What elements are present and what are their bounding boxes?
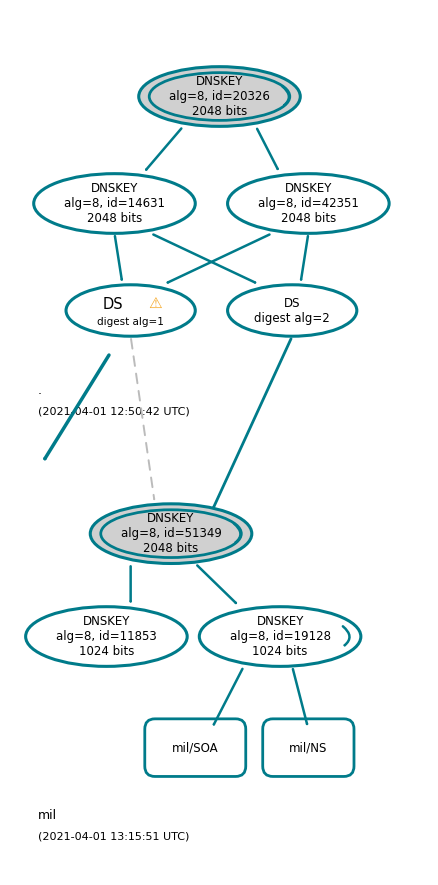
FancyArrowPatch shape [292,669,306,724]
FancyArrowPatch shape [197,566,235,603]
Ellipse shape [66,285,195,336]
Text: mil/SOA: mil/SOA [172,741,218,754]
Ellipse shape [138,66,300,127]
Text: (2021-04-01 12:50:42 UTC): (2021-04-01 12:50:42 UTC) [38,406,189,416]
Ellipse shape [199,607,360,666]
FancyArrowPatch shape [233,523,240,543]
FancyArrowPatch shape [213,669,242,724]
Text: DNSKEY
alg=8, id=11853
1024 bits: DNSKEY alg=8, id=11853 1024 bits [56,615,156,658]
Text: mil/NS: mil/NS [289,741,327,754]
Text: ⚠: ⚠ [148,296,161,311]
FancyBboxPatch shape [145,719,245,776]
FancyArrowPatch shape [167,235,269,282]
Text: DNSKEY
alg=8, id=19128
1024 bits: DNSKEY alg=8, id=19128 1024 bits [229,615,330,658]
Ellipse shape [227,173,388,234]
FancyArrowPatch shape [257,129,277,169]
Ellipse shape [90,504,251,564]
FancyArrowPatch shape [146,128,181,170]
Text: DS
digest alg=2: DS digest alg=2 [254,296,329,325]
Text: DNSKEY
alg=8, id=51349
2048 bits: DNSKEY alg=8, id=51349 2048 bits [120,512,221,555]
Text: mil: mil [38,809,57,822]
Text: DNSKEY
alg=8, id=42351
2048 bits: DNSKEY alg=8, id=42351 2048 bits [258,182,358,225]
Text: DNSKEY
alg=8, id=14631
2048 bits: DNSKEY alg=8, id=14631 2048 bits [64,182,165,225]
Text: (2021-04-01 13:15:51 UTC): (2021-04-01 13:15:51 UTC) [38,831,189,841]
Text: DNSKEY
alg=8, id=20326
2048 bits: DNSKEY alg=8, id=20326 2048 bits [169,75,269,118]
FancyArrowPatch shape [115,236,121,280]
Text: digest alg=1: digest alg=1 [97,317,164,327]
Text: DS: DS [102,296,123,312]
Text: .: . [38,384,42,397]
Ellipse shape [25,607,187,666]
Ellipse shape [149,73,289,120]
Ellipse shape [34,173,195,234]
FancyArrowPatch shape [153,235,254,282]
Ellipse shape [227,285,356,336]
FancyBboxPatch shape [262,719,353,776]
Ellipse shape [101,510,241,558]
FancyArrowPatch shape [342,627,349,645]
FancyArrowPatch shape [300,236,307,280]
FancyArrowPatch shape [282,86,288,105]
